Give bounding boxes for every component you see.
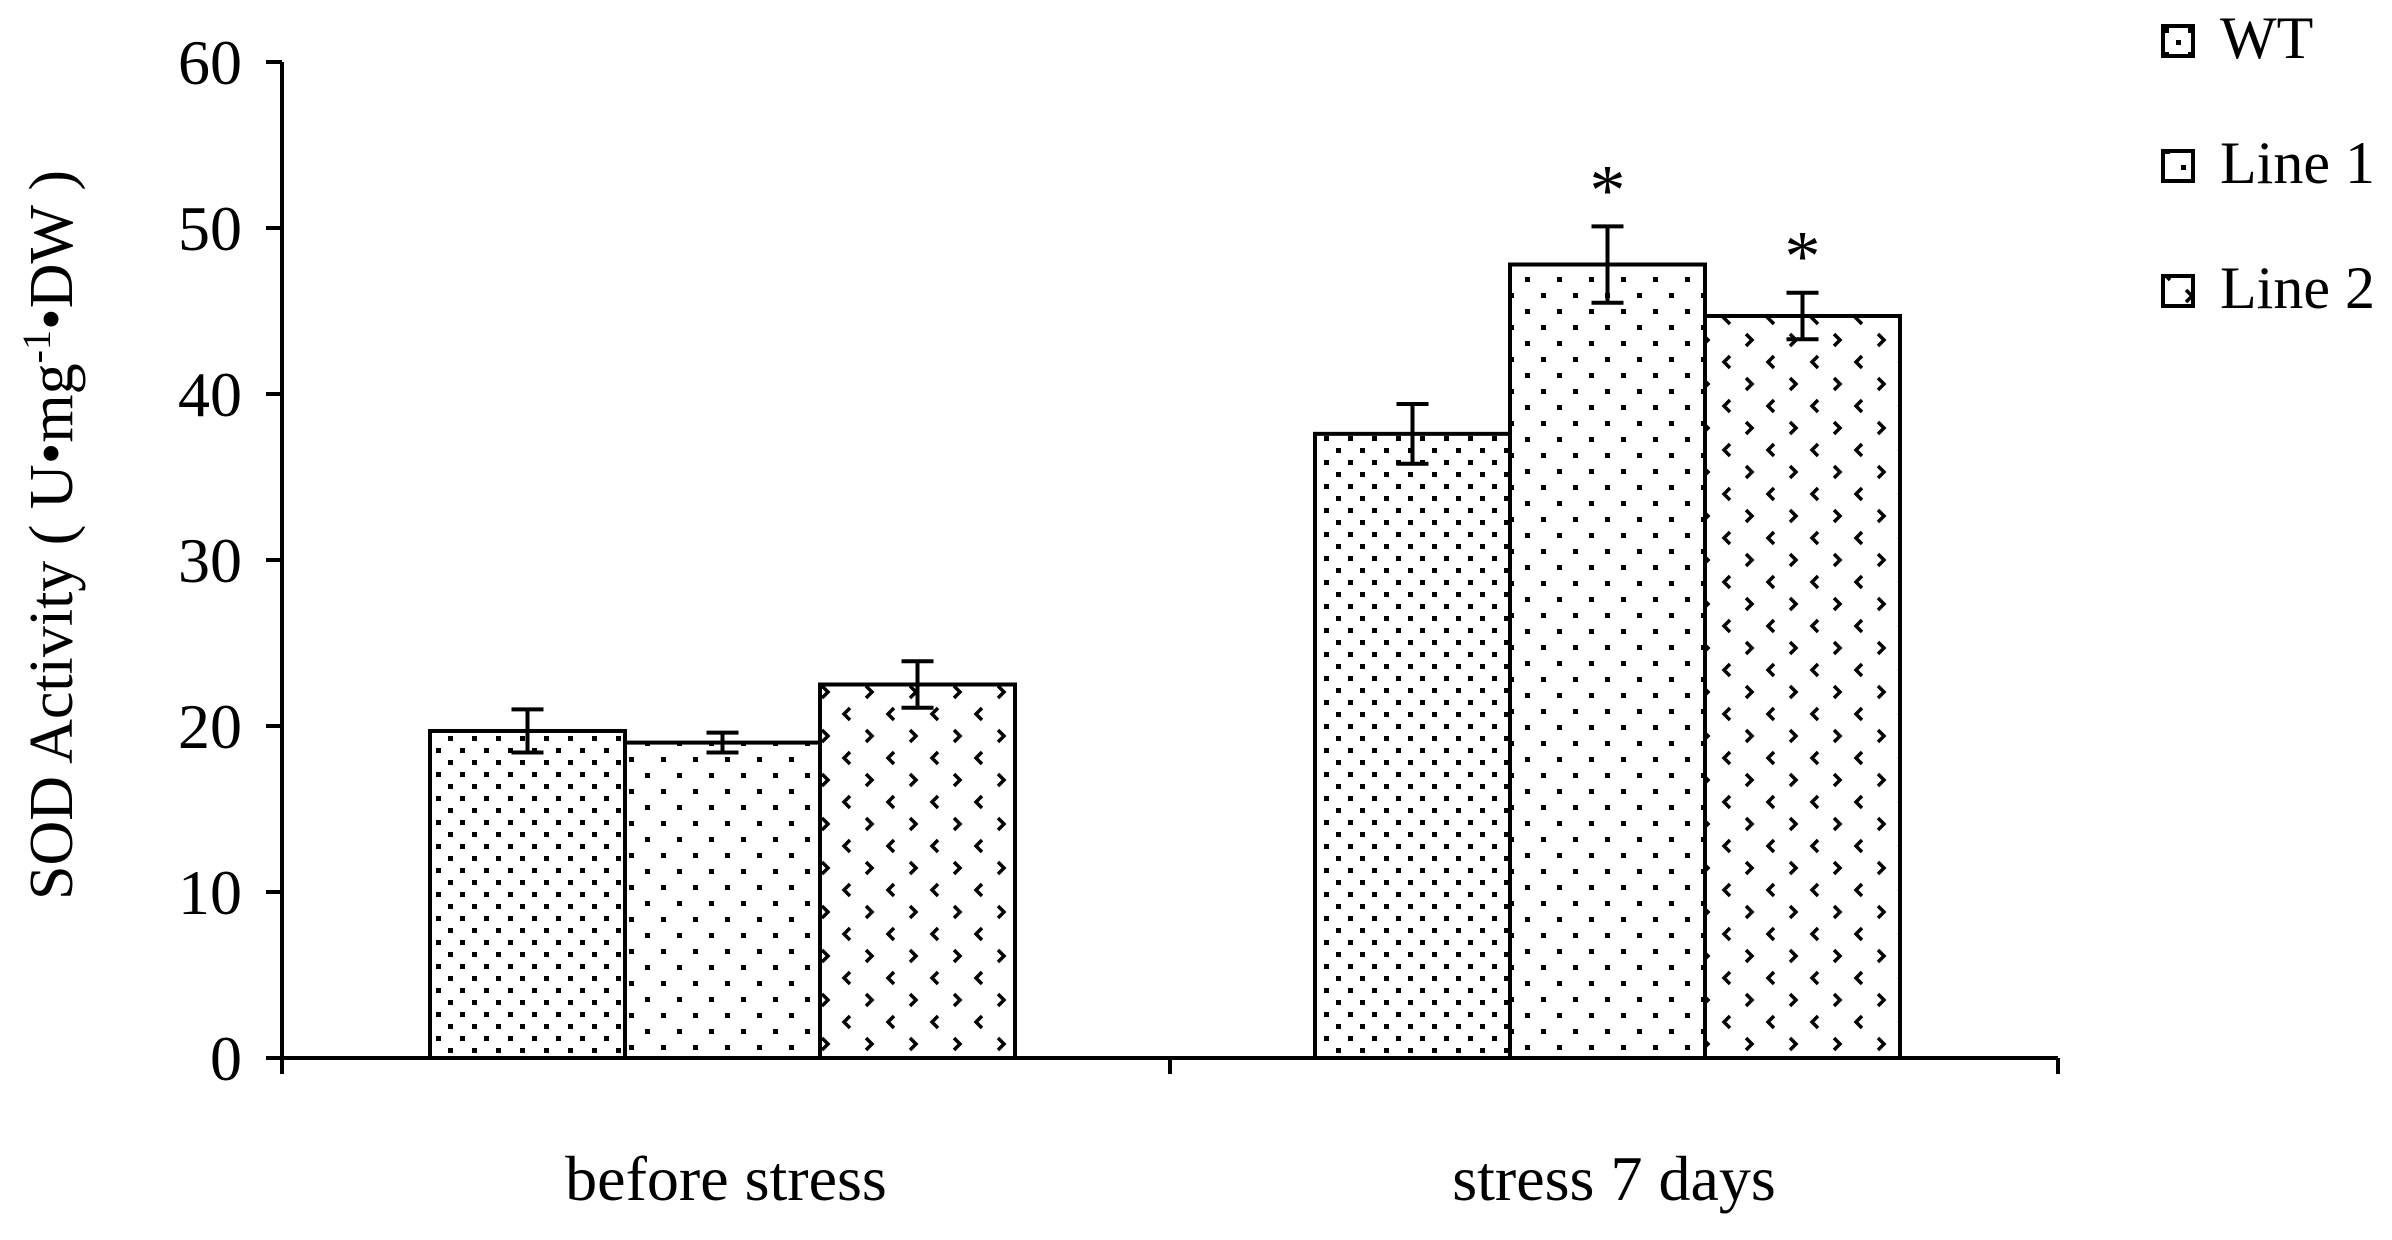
y-tick-label: 40 <box>178 359 242 430</box>
bar-wt-0 <box>428 728 627 1060</box>
bar-wt-1 <box>1313 431 1512 1060</box>
y-tick-label: 60 <box>178 27 242 98</box>
x-axis-labels: before stress stress 7 days <box>565 1143 1776 1214</box>
y-tick-label: 50 <box>178 193 242 264</box>
x-category-label: before stress <box>565 1143 887 1214</box>
bar-line-1-1 <box>1508 262 1707 1060</box>
svg-text:SOD Activity ( U•mg-1•DW ): SOD Activity ( U•mg-1•DW ) <box>14 170 87 900</box>
y-axis-label-superscript: -1 <box>14 330 59 363</box>
y-tick-label: 30 <box>178 525 242 596</box>
legend-label: Line 1 <box>2220 130 2375 196</box>
y-axis-ticks: 0 10 20 30 40 50 60 <box>178 27 282 1094</box>
bar-line-1-0 <box>623 740 822 1060</box>
legend-swatch-line-1 <box>2161 149 2195 183</box>
bar-line-2-1 <box>1703 313 1902 1061</box>
legend-swatch-wt <box>2161 24 2195 58</box>
y-axis-label: SOD Activity ( U•mg-1•DW ) <box>14 170 87 900</box>
bar-line-2-0 <box>818 682 1017 1060</box>
x-category-label: stress 7 days <box>1452 1143 1776 1214</box>
y-tick-label: 10 <box>178 857 242 928</box>
axes <box>280 62 2060 1074</box>
legend-label: WT <box>2220 5 2313 71</box>
y-axis-label-tail: •DW ) <box>18 170 86 330</box>
legend-label: Line 2 <box>2220 255 2375 321</box>
legend-swatch-line-2 <box>2161 274 2195 308</box>
y-tick-label: 20 <box>178 691 242 762</box>
significance-marker: * <box>1590 150 1626 230</box>
legend: WT Line 1 Line 2 <box>2161 5 2375 321</box>
y-tick-label: 0 <box>210 1023 242 1094</box>
y-axis-label-main: SOD Activity ( U•mg <box>18 363 86 900</box>
bars: ** <box>428 150 1902 1061</box>
significance-marker: * <box>1785 217 1821 297</box>
